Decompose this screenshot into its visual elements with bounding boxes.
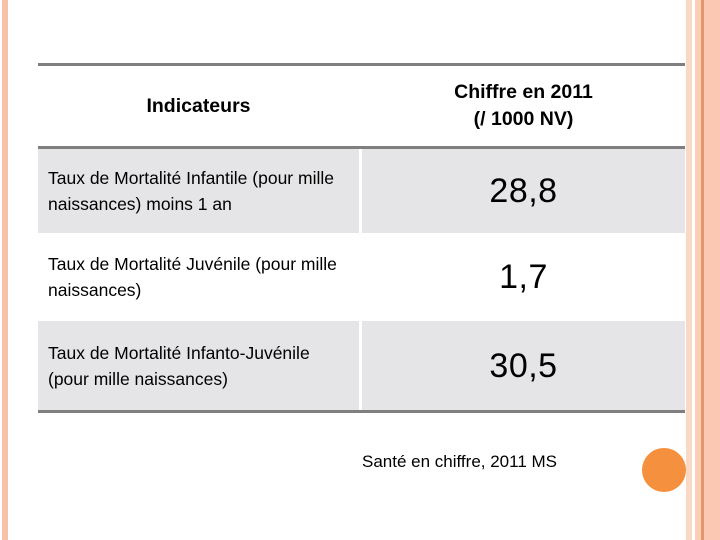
value-text: 28,8 <box>489 172 558 210</box>
table-header-row: Indicateurs Chiffre en 2011 (/ 1000 NV) <box>38 66 685 149</box>
value-text: 30,5 <box>489 346 558 385</box>
left-edge-stripe <box>2 0 8 540</box>
table-row-infanto-juvenile: Taux de Mortalité Infanto-Juvénile (pour… <box>38 321 685 410</box>
indicator-label: Taux de Mortalité Infanto-Juvénile (pour… <box>48 342 310 389</box>
right-edge-stripe-4 <box>704 0 720 540</box>
indicator-cell: Taux de Mortalité Juvénile (pour mille n… <box>38 233 362 321</box>
indicator-cell: Taux de Mortalité Infantile (pour mille … <box>38 149 362 233</box>
value-cell: 28,8 <box>362 149 685 233</box>
header-cell-value: Chiffre en 2011 (/ 1000 NV) <box>362 66 685 146</box>
table-row-juvenile: Taux de Mortalité Juvénile (pour mille n… <box>38 233 685 321</box>
right-edge-stripe-3 <box>701 0 704 540</box>
accent-circle <box>642 448 686 492</box>
header-indicators-label: Indicateurs <box>146 94 251 117</box>
indicator-cell: Taux de Mortalité Infanto-Juvénile (pour… <box>38 321 362 410</box>
header-value-label-line2: (/ 1000 NV) <box>473 108 574 130</box>
right-edge-stripe-1 <box>686 0 692 540</box>
value-text: 1,7 <box>499 258 548 296</box>
indicator-label: Taux de Mortalité Infantile (pour mille … <box>48 168 334 214</box>
value-cell: 30,5 <box>362 321 685 410</box>
indicator-label: Taux de Mortalité Juvénile (pour mille n… <box>48 254 337 300</box>
right-edge-stripe-2 <box>695 0 701 540</box>
header-cell-indicators: Indicateurs <box>38 66 362 146</box>
value-cell: 1,7 <box>362 233 685 321</box>
indicators-table: Indicateurs Chiffre en 2011 (/ 1000 NV) … <box>38 63 685 413</box>
table-row-infantile: Taux de Mortalité Infantile (pour mille … <box>38 149 685 233</box>
header-value-label-line1: Chiffre en 2011 <box>454 81 593 103</box>
source-caption: Santé en chiffre, 2011 MS <box>362 452 557 471</box>
